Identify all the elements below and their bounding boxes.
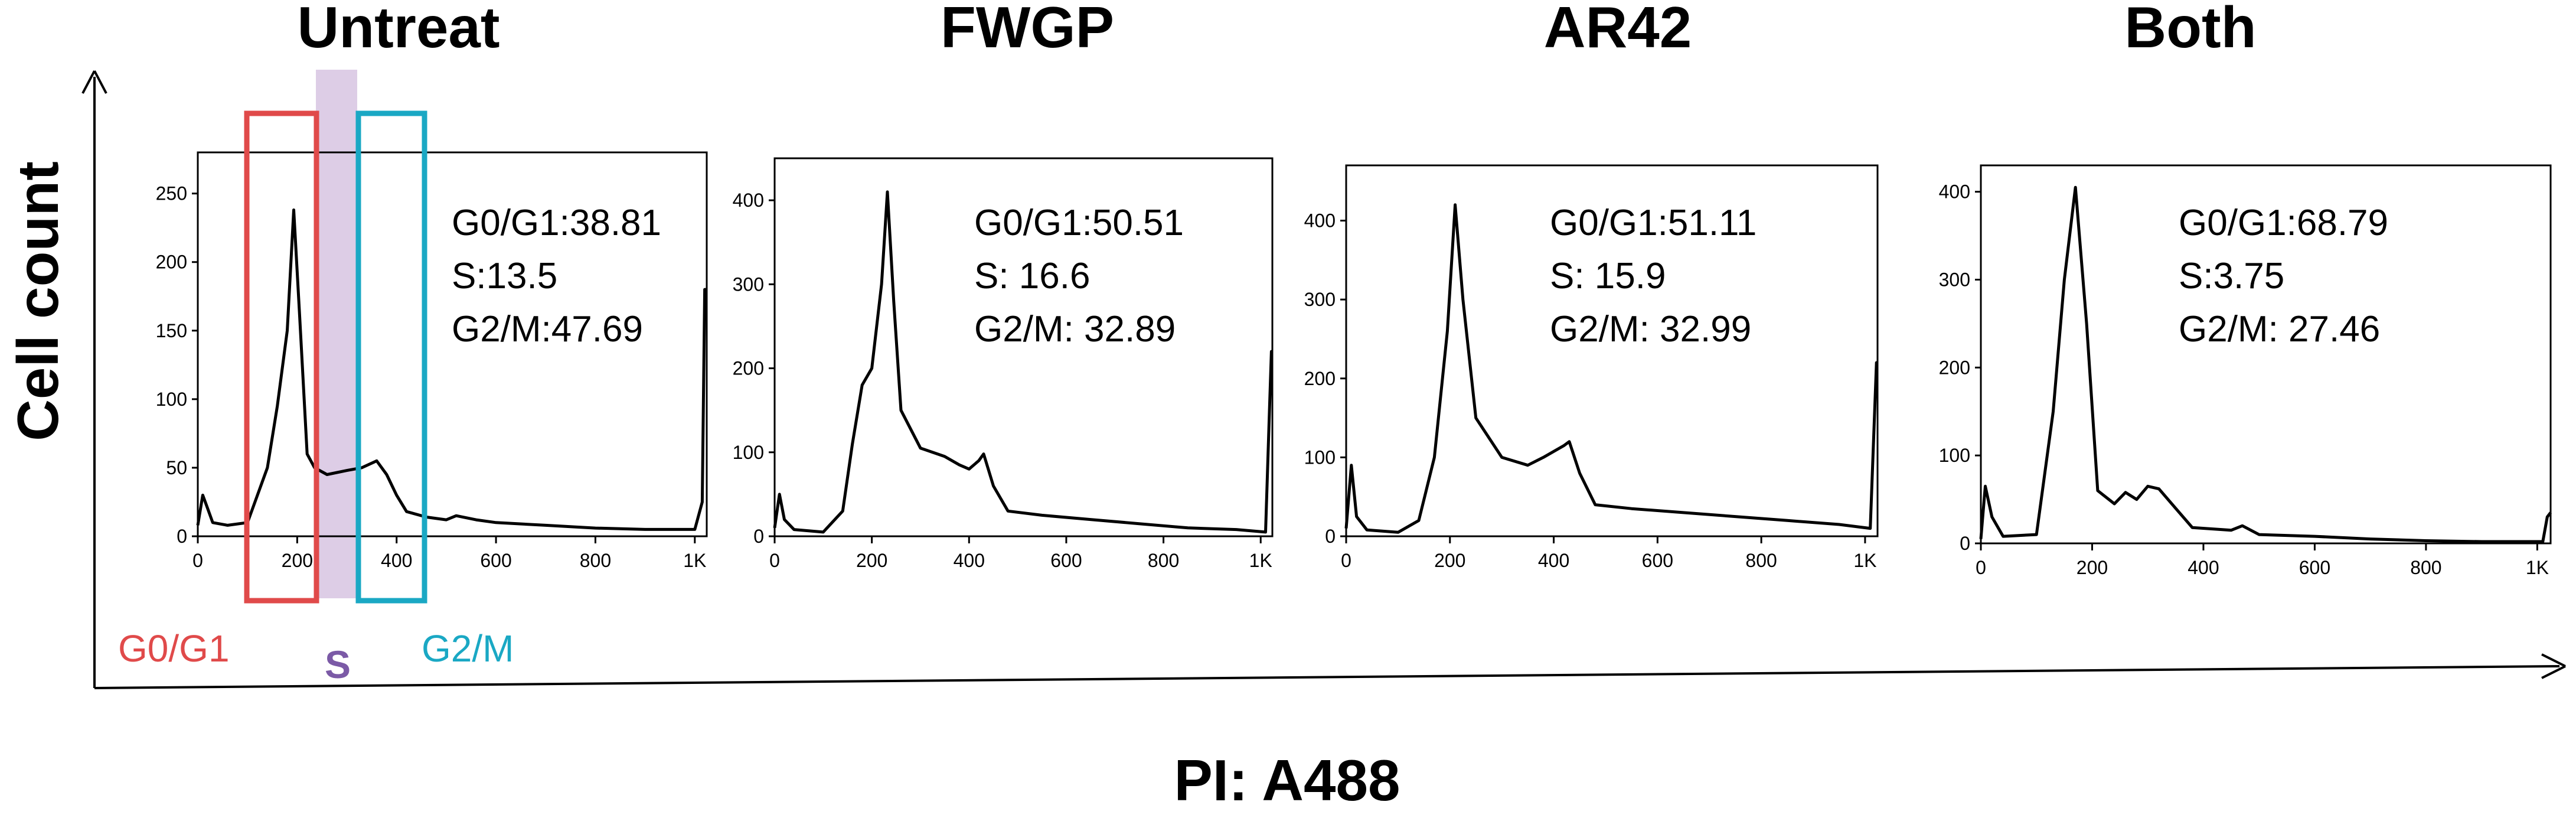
x-tick-label: 200 [1434, 550, 1465, 571]
x-axis-arrow-line [94, 665, 2560, 689]
histogram-panels: Untreat 0 50 100 150 200 250 0 200 400 600 800 1K G0/… [156, 0, 2552, 578]
histogram-trace [773, 190, 1273, 534]
histogram-trace [196, 208, 707, 531]
x-tick-label: 1K [683, 550, 706, 571]
x-tick-label: 400 [381, 550, 412, 571]
x-tick-label: 800 [1745, 550, 1777, 571]
y-tick-label: 250 [156, 183, 187, 204]
panel-title: FWGP [941, 0, 1114, 60]
y-tick-label: 100 [733, 442, 764, 463]
y-tick-label: 0 [1960, 533, 1970, 554]
y-tick-label: 0 [1325, 526, 1336, 547]
histogram-panel-3: AR42 0 100 200 300 400 0 200 400 600 800 1K G0/G1:51… [1304, 0, 1879, 571]
x-tick-label: 0 [192, 550, 203, 571]
y-tick-label: 400 [1939, 181, 1970, 203]
g0g1-gate-box [244, 110, 319, 604]
y-tick-label: 200 [733, 358, 764, 379]
x-tick-label: 0 [1976, 557, 1986, 578]
histogram-panel-2: FWGP 0 100 200 300 400 0 200 400 600 800 1K G0/G1:50… [733, 0, 1274, 571]
x-tick-label: 200 [856, 550, 887, 571]
y-tick-label: 200 [1939, 357, 1970, 378]
histogram-trace [1344, 203, 1878, 534]
x-tick-label: 600 [2299, 557, 2330, 578]
x-tick-label: 800 [1148, 550, 1179, 571]
stat-annotation: S: 16.6 [974, 256, 1090, 296]
stat-annotation: G0/G1:38.81 [452, 203, 661, 243]
gate-label-g2m: G2/M [422, 627, 514, 670]
y-tick-label: 400 [1304, 210, 1336, 232]
y-tick-label: 0 [753, 526, 764, 547]
plot-frame [1345, 164, 1879, 537]
stat-annotation: G0/G1:68.79 [2179, 203, 2388, 243]
y-tick-label: 200 [156, 252, 187, 273]
y-tick-label: 200 [1304, 368, 1336, 389]
histogram-panel-4: Both 0 100 200 300 400 0 200 400 600 800 1K G0/G1:68… [1939, 0, 2552, 578]
y-axis-label: Cell count [5, 161, 70, 441]
x-tick-label: 600 [1642, 550, 1673, 571]
panel-title: Both [2124, 0, 2256, 60]
stat-annotation: G2/M: 32.99 [1550, 309, 1751, 350]
y-tick-label: 100 [1939, 445, 1970, 466]
x-tick-label: 200 [2077, 557, 2108, 578]
x-axis-arrowhead [2541, 653, 2566, 679]
stat-annotation: S:13.5 [452, 256, 557, 296]
y-tick-label: 300 [1304, 289, 1336, 310]
x-tick-label: 400 [954, 550, 985, 571]
stat-annotation: G2/M:47.69 [452, 309, 643, 350]
plot-frame [1980, 164, 2552, 545]
stat-annotation: G2/M: 27.46 [2179, 309, 2380, 350]
y-axis-arrowhead [81, 70, 107, 94]
panel-title: Untreat [297, 0, 499, 60]
y-tick-label: 50 [166, 457, 187, 478]
x-tick-label: 400 [2188, 557, 2219, 578]
main-axes [81, 70, 2566, 689]
x-tick-label: 600 [480, 550, 511, 571]
x-tick-label: 400 [1538, 550, 1569, 571]
x-tick-label: 800 [580, 550, 611, 571]
x-tick-label: 1K [1853, 550, 1876, 571]
histogram-trace [1979, 185, 2552, 543]
x-axis-label: PI: A488 [1174, 748, 1400, 813]
stat-annotation: G2/M: 32.89 [974, 309, 1176, 350]
stat-annotation: S:3.75 [2179, 256, 2284, 296]
stat-annotation: G0/G1:50.51 [974, 203, 1184, 243]
y-tick-label: 400 [733, 190, 764, 211]
x-tick-label: 600 [1050, 550, 1082, 571]
x-tick-label: 1K [2526, 557, 2549, 578]
x-tick-label: 1K [1249, 550, 1272, 571]
stat-annotation: G0/G1:51.11 [1550, 203, 1756, 243]
gate-label-g0g1: G0/G1 [118, 627, 230, 670]
y-tick-label: 300 [733, 273, 764, 295]
y-tick-label: 300 [1939, 269, 1970, 290]
plot-frame [773, 157, 1274, 537]
y-tick-label: 100 [156, 389, 187, 410]
x-tick-label: 0 [1341, 550, 1351, 571]
x-tick-label: 0 [769, 550, 780, 571]
y-tick-label: 0 [177, 526, 187, 547]
stat-annotation: S: 15.9 [1550, 256, 1666, 296]
plot-frame [197, 151, 708, 537]
y-tick-label: 100 [1304, 447, 1336, 468]
gate-label-s: S [325, 643, 351, 686]
y-tick-label: 150 [156, 320, 187, 341]
histogram-panel-1: Untreat 0 50 100 150 200 250 0 200 400 600 800 1K G0/… [156, 0, 708, 571]
x-tick-label: 200 [282, 550, 313, 571]
s-phase-band [316, 70, 357, 598]
g2m-gate-box [355, 110, 427, 604]
x-tick-label: 800 [2410, 557, 2441, 578]
panel-title: AR42 [1544, 0, 1692, 60]
